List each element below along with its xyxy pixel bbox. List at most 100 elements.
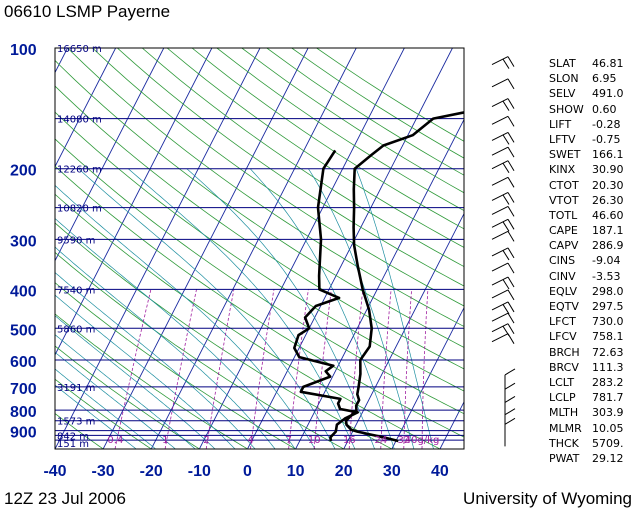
dry-adiabat	[166, 48, 464, 248]
index-row: CAPV 286.9	[549, 238, 640, 253]
index-row: BRCH 72.63	[549, 345, 640, 360]
wind-barb-flag	[502, 279, 510, 290]
mixing-ratio-label: 40g/kg	[405, 435, 440, 446]
temperature-tick-label: 40	[431, 463, 449, 480]
index-row: CTOT 20.30	[549, 178, 640, 193]
wind-barb-flag	[507, 219, 515, 230]
index-row: MLTH 303.9	[549, 405, 640, 420]
index-row: LFCV 758.1	[549, 329, 640, 344]
wind-barb-flag	[502, 100, 510, 111]
index-row: KINX 30.90	[549, 162, 640, 177]
wind-barb-flag	[507, 231, 515, 242]
index-row: CAPE 187.1	[549, 223, 640, 238]
wind-barb-flag	[507, 262, 515, 274]
isotherm	[391, 306, 464, 449]
index-key: EQTV	[549, 300, 579, 313]
index-row: TOTL 46.60	[549, 208, 640, 223]
index-row: LFCT 730.0	[549, 314, 640, 329]
isotherm	[55, 48, 165, 262]
index-value: 10.05	[592, 421, 624, 435]
isotherm	[246, 48, 453, 449]
index-row: SHOW 0.60	[549, 102, 640, 117]
moist-adiabat	[127, 168, 356, 449]
moist-adiabat	[55, 294, 236, 449]
wind-barb-flag	[502, 134, 510, 145]
mixing-ratio-label: 32	[397, 435, 410, 446]
index-value: 29.12	[592, 451, 624, 465]
mixing-ratio-label: 24	[374, 435, 387, 446]
index-row: SELV 491.0	[549, 86, 640, 101]
isotherm	[102, 48, 309, 449]
index-key: SHOW	[549, 102, 584, 116]
index-key: KINX	[549, 163, 576, 177]
index-key: LIFT	[549, 117, 572, 131]
wind-barb	[491, 262, 509, 272]
wind-barb-flag	[507, 116, 515, 127]
moist-adiabat	[55, 184, 316, 449]
index-value: -0.75	[592, 132, 621, 146]
pressure-tick-label: 200	[10, 163, 37, 180]
dry-adiabat	[55, 222, 393, 449]
index-value: 781.7	[592, 391, 624, 405]
pressure-tick-label: 300	[10, 233, 37, 250]
index-key: CAPE	[549, 224, 578, 238]
index-value: 26.30	[592, 193, 624, 207]
dry-adiabat	[55, 165, 464, 438]
moist-adiabat	[78, 168, 336, 449]
wind-barb-flag	[507, 333, 515, 344]
index-value: 283.2	[592, 375, 624, 389]
index-value: 46.81	[592, 57, 624, 70]
index-key: TOTL	[549, 208, 578, 222]
index-row: CINS -9.04	[549, 253, 640, 268]
wind-barb	[491, 192, 509, 201]
index-row: LFTV -0.75	[549, 132, 640, 147]
height-label: 14080 m	[57, 115, 102, 126]
index-key: LFTV	[549, 132, 576, 146]
height-label: 9590 m	[57, 235, 95, 246]
dry-adiabat	[55, 138, 464, 415]
dry-adiabat	[55, 85, 464, 370]
index-value: 298.0	[592, 284, 624, 298]
mixing-ratio-line	[288, 289, 309, 449]
index-row: MLMR 10.05	[549, 421, 640, 436]
index-key: CAPV	[549, 239, 579, 253]
temperature-tick-label: -30	[92, 463, 115, 480]
index-row: SWET 166.1	[549, 147, 640, 162]
temperature-tick-label: -40	[43, 463, 66, 480]
temperature-tick-label: -10	[188, 463, 211, 480]
wind-barbs	[491, 56, 516, 447]
wind-barb-flag	[507, 301, 515, 313]
dry-adiabat	[55, 251, 345, 449]
wind-barb-flag	[507, 160, 515, 171]
height-label: 16650 m	[57, 44, 102, 55]
pressure-tick-label: 900	[10, 425, 37, 442]
moist-adiabat	[308, 168, 415, 449]
wind-barb	[491, 115, 509, 125]
wind-barb	[491, 98, 509, 108]
index-row: THCK 5709.	[549, 436, 640, 451]
index-value: 187.1	[592, 224, 624, 238]
mixing-ratio-label: 4	[247, 435, 253, 446]
index-row: BRCV 111.3	[549, 360, 640, 375]
dry-adiabat	[55, 412, 104, 449]
index-value: 286.9	[592, 239, 624, 253]
height-label: 842 m	[57, 431, 89, 442]
height-label: 3191 m	[57, 383, 95, 394]
pressure-tick-label: 400	[10, 283, 37, 300]
index-row: VTOT 26.30	[549, 193, 640, 208]
index-value: 166.1	[592, 148, 624, 162]
wind-barb-flag	[504, 408, 516, 416]
index-value: 297.5	[592, 300, 624, 313]
wind-barb	[491, 230, 509, 240]
wind-barb-flag	[507, 177, 515, 188]
moist-adiabat	[55, 272, 256, 449]
wind-barb-flag	[504, 382, 516, 390]
wind-barb	[491, 289, 509, 299]
pressure-tick-label: 800	[10, 404, 37, 421]
moist-adiabat	[55, 368, 157, 449]
index-row: SLON 6.95	[549, 71, 640, 86]
wind-barb-flag	[504, 396, 516, 403]
pressure-tick-label: 500	[10, 322, 37, 339]
dry-adiabat	[55, 193, 441, 449]
